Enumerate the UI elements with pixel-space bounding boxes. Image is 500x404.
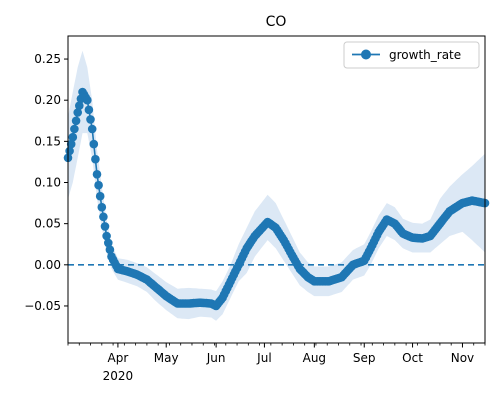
chart-title: CO bbox=[266, 14, 287, 30]
data-point bbox=[91, 154, 100, 164]
data-point bbox=[92, 170, 102, 179]
data-point bbox=[70, 124, 79, 134]
data-point bbox=[97, 202, 107, 212]
data-point bbox=[73, 108, 82, 117]
data-point bbox=[86, 115, 95, 124]
x-tick-label: Jun bbox=[206, 351, 226, 365]
x-tick-label: May bbox=[154, 351, 179, 365]
legend-label: growth_rate bbox=[389, 48, 461, 62]
y-tick-label: 0.15 bbox=[34, 134, 61, 148]
plot-frame bbox=[67, 35, 486, 344]
data-point bbox=[100, 222, 110, 231]
x-tick-label: Jul bbox=[256, 351, 271, 365]
confidence-band-area bbox=[68, 50, 485, 321]
data-point bbox=[94, 180, 103, 190]
y-tick-label: 0.10 bbox=[34, 176, 61, 190]
y-tick-label: 0.05 bbox=[34, 217, 61, 231]
axes: −0.05 0.00 0.05 0.10 0.15 0.20 0.25 Apr May Jun Ju… bbox=[24, 52, 486, 383]
data-point bbox=[84, 105, 94, 115]
y-tick-label: 0.00 bbox=[34, 258, 61, 272]
x-tick-label: Oct bbox=[402, 351, 423, 365]
data-point bbox=[105, 245, 115, 254]
data-point bbox=[83, 95, 92, 105]
x-tick-label: Aug bbox=[303, 351, 326, 365]
data-point bbox=[71, 116, 81, 126]
data-point bbox=[68, 132, 78, 142]
y-tick-label: −0.05 bbox=[24, 299, 61, 313]
data-point bbox=[104, 238, 113, 248]
confidence-band bbox=[68, 50, 485, 321]
x-tick-label: Apr bbox=[108, 351, 129, 365]
data-point bbox=[66, 139, 76, 149]
y-tick-label: 0.25 bbox=[34, 52, 61, 66]
x-year-label: 2020 bbox=[103, 369, 134, 383]
data-point bbox=[65, 146, 74, 156]
y-tick-label: 0.20 bbox=[34, 93, 61, 107]
data-point bbox=[87, 124, 97, 134]
x-tick-label: Nov bbox=[451, 351, 474, 365]
legend-box bbox=[343, 41, 480, 69]
series-growth-rate bbox=[63, 87, 490, 311]
data-point bbox=[95, 191, 105, 201]
data-point bbox=[102, 231, 111, 241]
legend: growth_rate bbox=[343, 41, 480, 69]
data-point bbox=[89, 139, 99, 149]
legend-marker bbox=[361, 49, 371, 60]
data-point bbox=[75, 101, 84, 110]
data-point bbox=[99, 212, 108, 222]
x-tick-label: Sep bbox=[353, 351, 376, 365]
